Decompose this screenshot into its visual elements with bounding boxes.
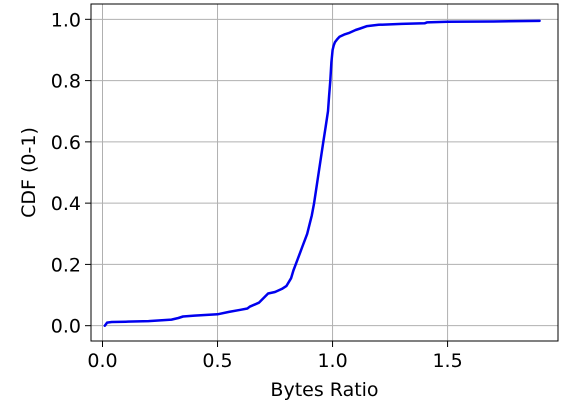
y-tick-label: 0.0: [51, 316, 81, 338]
y-axis-ticks: 0.0 0.2 0.4 0.6 0.8 1.0: [51, 9, 91, 338]
plot-frame: [90, 3, 559, 342]
x-axis-label: Bytes Ratio: [270, 379, 378, 401]
y-tick-label: 0.4: [51, 193, 81, 215]
x-tick-label: 0.0: [87, 350, 117, 372]
y-tick-label: 0.6: [51, 132, 81, 154]
y-tick-label: 1.0: [51, 9, 81, 31]
x-tick-label: 1.0: [317, 350, 347, 372]
grid-lines: [91, 4, 558, 341]
y-tick-label: 0.2: [51, 254, 81, 276]
y-axis-label: CDF (0-1): [18, 127, 40, 218]
cdf-series-line: [103, 19, 541, 327]
x-tick-label: 0.5: [202, 350, 232, 372]
x-axis-ticks: 0.0 0.5 1.0 1.5: [87, 341, 463, 372]
series-group: [103, 19, 541, 327]
x-tick-label: 1.5: [432, 350, 462, 372]
y-tick-label: 0.8: [51, 71, 81, 93]
